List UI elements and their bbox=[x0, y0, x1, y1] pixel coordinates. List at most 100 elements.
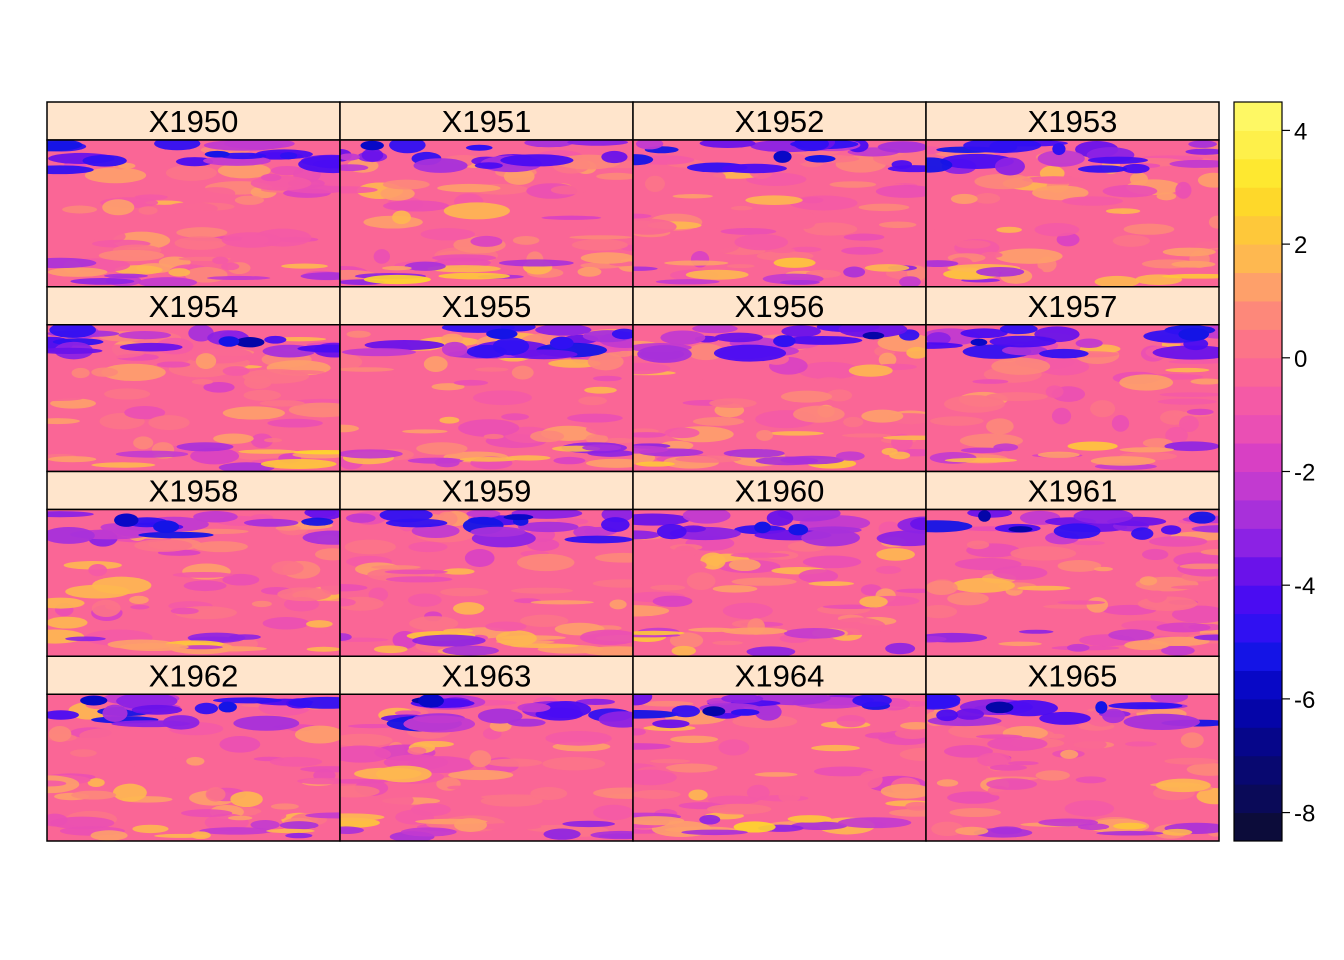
heatmap-cell bbox=[340, 745, 392, 763]
heatmap-field bbox=[47, 509, 340, 657]
heatmap-cell bbox=[304, 509, 336, 518]
heatmap-cell bbox=[1077, 165, 1128, 173]
heatmap-cell bbox=[585, 422, 633, 437]
heatmap-cell bbox=[801, 529, 860, 547]
colorbar-segment bbox=[1234, 215, 1282, 245]
heatmap-cell bbox=[91, 462, 156, 468]
heatmap-cell bbox=[498, 259, 574, 267]
heatmap-cell bbox=[986, 778, 1037, 790]
heatmap-cell bbox=[793, 140, 829, 152]
heatmap-cell bbox=[930, 416, 984, 426]
heatmap-cell bbox=[1105, 208, 1141, 214]
heatmap-cell bbox=[1039, 711, 1091, 725]
heatmap-cell bbox=[778, 789, 801, 803]
heatmap-cell bbox=[407, 747, 427, 755]
heatmap-cell bbox=[1046, 574, 1074, 583]
colorbar-segment bbox=[1234, 244, 1282, 274]
heatmap-cell bbox=[124, 406, 166, 420]
heatmap-cell bbox=[1119, 374, 1174, 391]
heatmap-cell bbox=[222, 406, 285, 420]
heatmap-cell bbox=[170, 607, 199, 615]
heatmap-cell bbox=[955, 708, 985, 720]
heatmap-cell bbox=[1165, 426, 1188, 445]
heatmap-cell bbox=[219, 736, 261, 753]
heatmap-cell bbox=[382, 265, 412, 271]
heatmap-cell bbox=[1157, 398, 1217, 405]
heatmap-cell bbox=[1162, 273, 1219, 279]
heatmap-cell bbox=[585, 458, 633, 468]
heatmap-cell bbox=[260, 173, 282, 182]
heatmap-cell bbox=[470, 526, 526, 537]
heatmap-cell bbox=[722, 627, 788, 635]
heatmap-cell bbox=[910, 517, 926, 531]
heatmap-cell bbox=[119, 643, 189, 651]
heatmap-cell bbox=[894, 728, 926, 739]
heatmap-cell bbox=[1188, 511, 1216, 524]
heatmap-cell bbox=[773, 150, 792, 163]
heatmap-cell bbox=[80, 695, 108, 706]
heatmap-cell bbox=[1123, 713, 1200, 730]
heatmap-cell bbox=[1099, 253, 1141, 266]
heatmap-cell bbox=[412, 634, 486, 647]
heatmap-cell bbox=[838, 324, 908, 338]
panel-strip bbox=[632, 470, 927, 511]
heatmap-cell bbox=[650, 584, 686, 591]
heatmap-cell bbox=[527, 538, 560, 551]
heatmap-cell bbox=[517, 702, 551, 713]
heatmap-cell bbox=[204, 150, 230, 158]
panel-strip bbox=[925, 470, 1220, 511]
heatmap-cell bbox=[510, 643, 579, 649]
heatmap-cell bbox=[285, 832, 313, 839]
heatmap-cell bbox=[841, 246, 884, 255]
heatmap-cell bbox=[423, 356, 448, 372]
heatmap-cell bbox=[835, 451, 865, 461]
heatmap-cell bbox=[400, 827, 457, 837]
heatmap-cell bbox=[1171, 605, 1219, 624]
heatmap-cell bbox=[427, 265, 501, 273]
heatmap-cell bbox=[382, 179, 430, 190]
heatmap-cell bbox=[244, 727, 296, 740]
heatmap-cell bbox=[601, 150, 628, 164]
heatmap-cell bbox=[669, 632, 704, 649]
heatmap-cell bbox=[1108, 629, 1155, 641]
heatmap-cell bbox=[829, 181, 877, 188]
heatmap-cell bbox=[234, 195, 265, 205]
heatmap-cell bbox=[519, 614, 569, 627]
heatmap-cell bbox=[1146, 590, 1168, 603]
heatmap-cell bbox=[1102, 184, 1158, 198]
heatmap-cell bbox=[340, 353, 363, 371]
heatmap-cell bbox=[601, 437, 633, 444]
heatmap-cell bbox=[47, 597, 85, 609]
heatmap-cell bbox=[495, 630, 537, 647]
panel-label: X1959 bbox=[442, 474, 532, 509]
panel-strip bbox=[925, 655, 1220, 695]
heatmap-cell bbox=[1053, 523, 1101, 539]
heatmap-cell bbox=[1035, 770, 1070, 781]
heatmap-cell bbox=[503, 168, 535, 185]
heatmap-field bbox=[633, 140, 926, 287]
heatmap-cell bbox=[595, 552, 633, 563]
heatmap-cell bbox=[986, 418, 1014, 435]
heatmap-cell bbox=[1094, 275, 1140, 287]
heatmap-cell bbox=[960, 447, 1004, 454]
heatmap-cell bbox=[300, 272, 340, 281]
heatmap-cell bbox=[47, 710, 79, 720]
heatmap-cell bbox=[416, 442, 468, 455]
heatmap-cell bbox=[243, 518, 299, 527]
heatmap-cell bbox=[87, 778, 105, 787]
heatmap-cell bbox=[119, 342, 183, 352]
heatmap-cell bbox=[926, 146, 943, 155]
heatmap-cell bbox=[859, 770, 883, 789]
heatmap-cell bbox=[49, 324, 96, 338]
heatmap-cell bbox=[836, 715, 866, 728]
heatmap-cell bbox=[206, 275, 271, 281]
heatmap-cell bbox=[477, 708, 523, 724]
heatmap-cell bbox=[553, 456, 586, 465]
heatmap-cell bbox=[955, 240, 991, 249]
heatmap-cell bbox=[1131, 527, 1154, 540]
heatmap-cell bbox=[889, 451, 911, 460]
heatmap-cell bbox=[217, 162, 271, 179]
heatmap-cell bbox=[864, 264, 910, 272]
heatmap-cell bbox=[633, 630, 685, 636]
